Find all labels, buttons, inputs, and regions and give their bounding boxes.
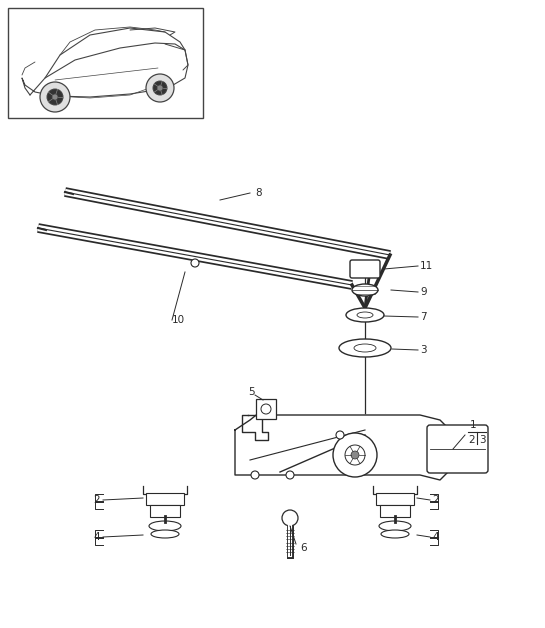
FancyBboxPatch shape (380, 505, 410, 517)
Text: 2: 2 (469, 435, 475, 445)
Ellipse shape (346, 308, 384, 322)
Circle shape (351, 451, 359, 459)
Circle shape (286, 471, 294, 479)
FancyBboxPatch shape (350, 260, 380, 278)
Circle shape (157, 85, 163, 91)
Ellipse shape (352, 284, 378, 296)
FancyBboxPatch shape (150, 505, 180, 517)
Ellipse shape (381, 530, 409, 538)
Polygon shape (235, 408, 450, 480)
Circle shape (336, 431, 344, 439)
Circle shape (146, 74, 174, 102)
Text: 11: 11 (420, 261, 433, 271)
FancyBboxPatch shape (256, 399, 276, 419)
FancyBboxPatch shape (146, 493, 184, 505)
Text: 8: 8 (255, 188, 262, 198)
Text: 4: 4 (432, 532, 439, 542)
Circle shape (153, 81, 167, 95)
Text: 9: 9 (420, 287, 427, 297)
Text: 2: 2 (432, 495, 439, 505)
Text: 7: 7 (420, 312, 427, 322)
FancyBboxPatch shape (8, 8, 203, 118)
Ellipse shape (149, 521, 181, 531)
Circle shape (40, 82, 70, 112)
Circle shape (345, 445, 365, 465)
Text: 2: 2 (93, 495, 100, 505)
Circle shape (47, 89, 63, 105)
Circle shape (191, 259, 199, 267)
Text: 6: 6 (300, 543, 307, 553)
Ellipse shape (339, 339, 391, 357)
Text: 4: 4 (93, 532, 100, 542)
Text: 3: 3 (420, 345, 427, 355)
FancyBboxPatch shape (376, 493, 414, 505)
Circle shape (52, 94, 58, 100)
FancyBboxPatch shape (427, 425, 488, 473)
Text: 1: 1 (470, 420, 476, 430)
Circle shape (251, 471, 259, 479)
Circle shape (333, 433, 377, 477)
Ellipse shape (379, 521, 411, 531)
Text: 3: 3 (479, 435, 485, 445)
Ellipse shape (151, 530, 179, 538)
Text: 5: 5 (248, 387, 255, 397)
Ellipse shape (357, 312, 373, 318)
Text: 10: 10 (172, 315, 185, 325)
Ellipse shape (354, 344, 376, 352)
Circle shape (282, 510, 298, 526)
